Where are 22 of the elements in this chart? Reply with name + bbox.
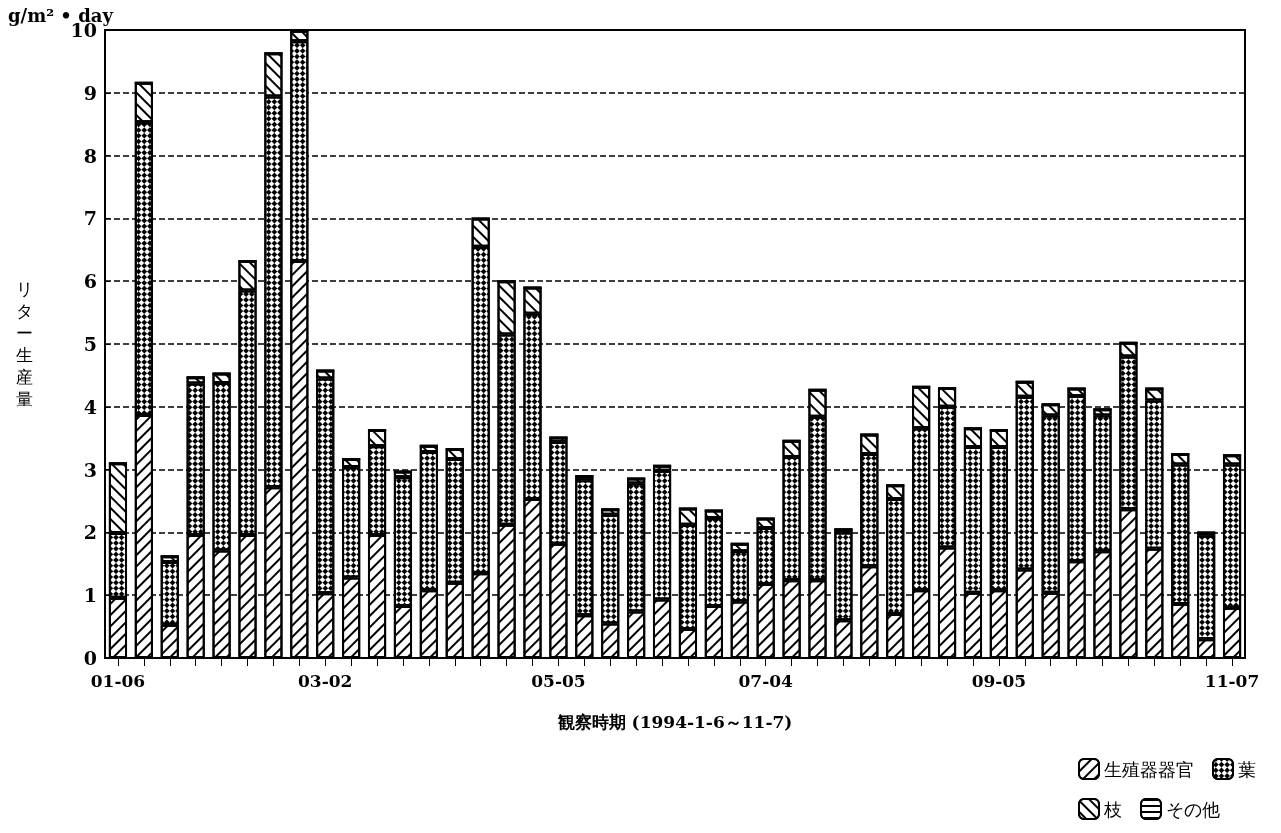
legend-label: その他 — [1166, 798, 1220, 820]
y-tick-label: 9 — [83, 81, 97, 104]
legend-label: 生殖器器官 — [1104, 758, 1194, 780]
y-tick-label: 6 — [83, 270, 97, 293]
y-tick-label: 3 — [83, 458, 97, 481]
x-tick-label: 03-02 — [298, 670, 353, 691]
y-tick-label: 5 — [83, 333, 97, 355]
x-tick-label: 01-06 — [90, 670, 146, 691]
legend-label: 枝 — [1103, 798, 1122, 820]
y-tick-label: 4 — [83, 395, 97, 418]
x-tick-label: 11-07 — [1204, 670, 1260, 691]
x-tick-label: 09-05 — [971, 670, 1027, 691]
y-axis-title: リター生産量 — [16, 279, 33, 409]
y-tick-label: 1 — [83, 584, 97, 607]
x-tick-label: 07-04 — [738, 670, 794, 691]
y-tick-label: 0 — [83, 647, 97, 669]
y-tick-label: 8 — [83, 144, 97, 167]
x-axis-title: 観察時期 (1994-1-6～11-7) — [556, 711, 793, 732]
y-tick-label: 7 — [83, 207, 97, 230]
y-tick-label: 2 — [83, 521, 97, 544]
legend-label: 葉 — [1238, 758, 1256, 780]
x-tick-label: 05-05 — [531, 670, 586, 691]
